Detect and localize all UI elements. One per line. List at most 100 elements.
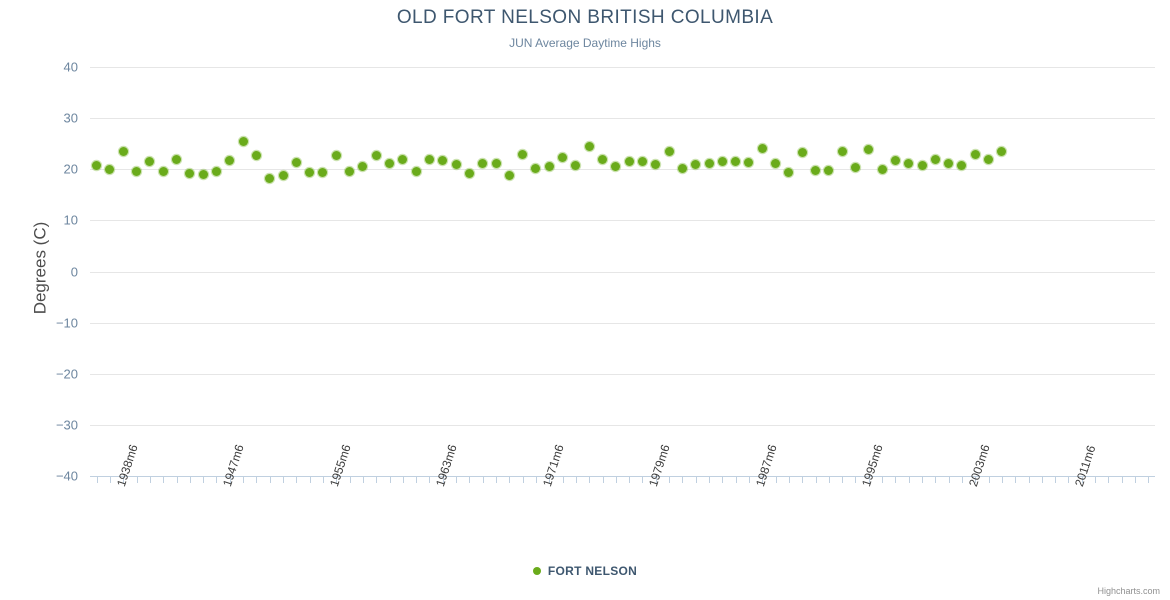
data-point[interactable] (850, 162, 860, 172)
data-point[interactable] (544, 161, 554, 171)
x-axis-tick (1121, 477, 1123, 483)
data-point[interactable] (651, 160, 661, 170)
data-point[interactable] (877, 165, 887, 175)
data-point[interactable] (331, 151, 341, 161)
data-point[interactable] (598, 154, 608, 164)
data-point[interactable] (278, 170, 288, 180)
data-point[interactable] (464, 168, 474, 178)
data-point[interactable] (225, 156, 235, 166)
data-point[interactable] (811, 165, 821, 175)
gridline (90, 322, 1155, 324)
data-point[interactable] (637, 157, 647, 167)
x-axis-tick (322, 477, 324, 483)
data-point[interactable] (704, 159, 714, 169)
data-point[interactable] (558, 152, 568, 162)
x-axis-tick (522, 477, 524, 483)
data-point[interactable] (185, 169, 195, 179)
data-point[interactable] (105, 164, 115, 174)
data-point[interactable] (291, 158, 301, 168)
data-point[interactable] (438, 156, 448, 166)
data-point[interactable] (172, 155, 182, 165)
data-point[interactable] (158, 166, 168, 176)
credits-label[interactable]: Highcharts.com (1097, 586, 1160, 596)
x-axis-tick (602, 477, 604, 483)
data-point[interactable] (677, 164, 687, 174)
gridline (90, 169, 1155, 171)
data-point[interactable] (424, 155, 434, 165)
data-point[interactable] (451, 159, 461, 169)
gridline (90, 373, 1155, 375)
data-point[interactable] (531, 163, 541, 173)
x-axis-tick (109, 477, 111, 483)
data-point[interactable] (345, 167, 355, 177)
x-axis-tick (229, 477, 231, 483)
x-axis-tick (961, 477, 963, 483)
data-point[interactable] (571, 160, 581, 170)
data-point[interactable] (584, 142, 594, 152)
legend-item-label[interactable]: FORT NELSON (547, 563, 638, 578)
data-point[interactable] (211, 166, 221, 176)
data-point[interactable] (251, 151, 261, 161)
data-point[interactable] (611, 161, 621, 171)
y-axis-tick-label: 0 (70, 264, 78, 279)
x-axis-tick (362, 477, 364, 483)
data-point[interactable] (944, 159, 954, 169)
data-point[interactable] (478, 159, 488, 169)
data-point[interactable] (784, 167, 794, 177)
x-axis-tick (722, 477, 724, 483)
gridline (90, 271, 1155, 273)
x-axis-tick (416, 477, 418, 483)
x-axis-tick (815, 477, 817, 483)
data-point[interactable] (198, 170, 208, 180)
x-axis-tick (149, 477, 151, 483)
data-point[interactable] (864, 144, 874, 154)
data-point[interactable] (731, 157, 741, 167)
data-point[interactable] (904, 159, 914, 169)
x-axis-tick (655, 477, 657, 483)
data-point[interactable] (491, 159, 501, 169)
data-point[interactable] (305, 168, 315, 178)
x-axis-tick (535, 477, 537, 483)
data-point[interactable] (997, 147, 1007, 157)
data-point[interactable] (664, 146, 674, 156)
data-point[interactable] (371, 151, 381, 161)
x-axis-tick (868, 477, 870, 483)
data-point[interactable] (265, 174, 275, 184)
data-point[interactable] (318, 167, 328, 177)
data-point[interactable] (145, 157, 155, 167)
data-point[interactable] (757, 143, 767, 153)
data-point[interactable] (504, 170, 514, 180)
data-point[interactable] (411, 167, 421, 177)
x-axis-tick (1135, 477, 1137, 483)
data-point[interactable] (238, 137, 248, 147)
data-point[interactable] (118, 146, 128, 156)
y-axis-tick-label: −10 (55, 315, 78, 331)
x-axis-tick (922, 477, 924, 483)
data-point[interactable] (132, 166, 142, 176)
data-point[interactable] (92, 161, 102, 171)
x-axis-tick (802, 477, 804, 483)
data-point[interactable] (930, 155, 940, 165)
data-point[interactable] (824, 165, 834, 175)
x-axis-tick (1001, 477, 1003, 483)
data-point[interactable] (797, 147, 807, 157)
data-point[interactable] (385, 159, 395, 169)
data-point[interactable] (837, 147, 847, 157)
data-point[interactable] (717, 156, 727, 166)
data-point[interactable] (970, 150, 980, 160)
x-axis-tick (189, 477, 191, 483)
gridline (90, 424, 1155, 426)
data-point[interactable] (984, 154, 994, 164)
data-point[interactable] (398, 154, 408, 164)
data-point[interactable] (518, 149, 528, 159)
data-point[interactable] (771, 158, 781, 168)
data-point[interactable] (744, 157, 754, 167)
data-point[interactable] (624, 157, 634, 167)
data-point[interactable] (890, 156, 900, 166)
data-point[interactable] (917, 160, 927, 170)
data-point[interactable] (358, 161, 368, 171)
data-point[interactable] (691, 160, 701, 170)
y-axis-tick-label: −40 (55, 468, 78, 484)
data-point[interactable] (957, 161, 967, 171)
